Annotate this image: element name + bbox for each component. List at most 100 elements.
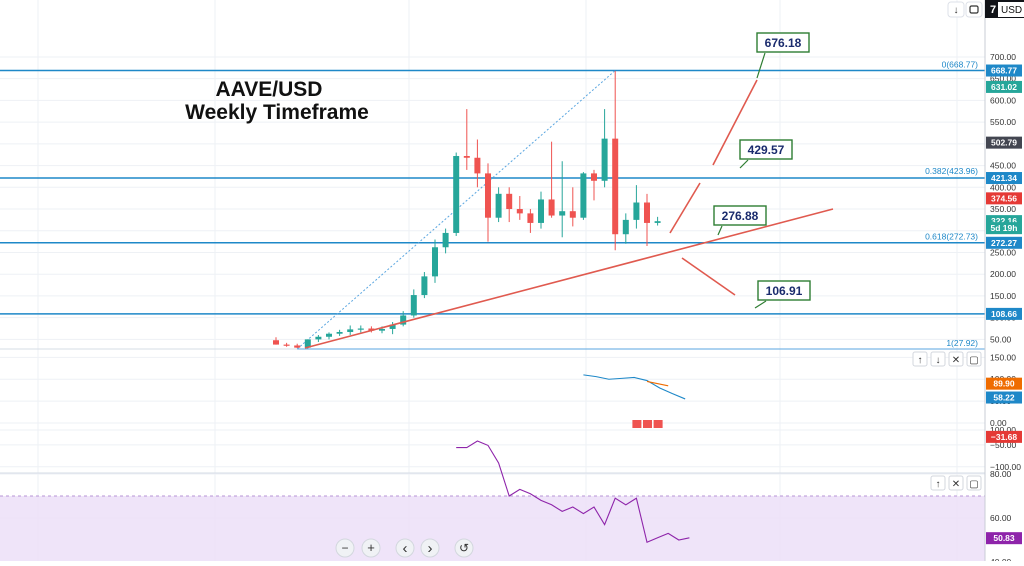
price-axis-tick: −100.00 (990, 462, 1021, 472)
restore-icon[interactable] (965, 1, 983, 18)
candle-body (379, 328, 385, 331)
arrow-up-glyph: ↑ (936, 479, 941, 490)
candle-body (283, 344, 290, 346)
price-badge-label: 272.27 (991, 238, 1017, 248)
price-badge-label: 50.83 (993, 533, 1015, 543)
price-scale-bg[interactable] (985, 0, 1024, 561)
zoom-in-icon[interactable] (361, 538, 381, 558)
candle-body (548, 199, 555, 216)
candle-body (495, 193, 502, 218)
callout-pointer (717, 225, 723, 236)
candle-body (538, 199, 544, 223)
chevron-right-icon[interactable] (420, 538, 440, 558)
callout-value: 676.18 (765, 36, 802, 50)
chevron-left-icon[interactable] (395, 538, 415, 558)
candle-body (453, 156, 460, 233)
price-axis-tick: 80.00 (990, 469, 1012, 479)
price-badge (986, 307, 1022, 320)
price-axis-tick: 200.00 (990, 269, 1016, 279)
close-glyph: ✕ (952, 355, 960, 366)
candle-body (410, 295, 417, 316)
close-glyph: ✕ (952, 479, 960, 490)
fib-labels: 0(668.77) 0.382(423.96) 0.618(272.73) 1(27.… (925, 60, 978, 348)
arrow-up-icon[interactable] (912, 351, 928, 367)
arrow-down-glyph: ↓ (936, 355, 941, 366)
callout-value: 106.91 (766, 284, 803, 298)
arrow-down-icon[interactable] (930, 351, 946, 367)
price-badge (986, 532, 1022, 545)
ticker-suffix: 7 (990, 4, 996, 16)
callout-pointer (756, 52, 766, 79)
fib-label: 0(668.77) (942, 60, 979, 70)
projection-line-1 (669, 182, 701, 234)
price-badge-label: 5d 19h (991, 223, 1018, 233)
arrow-down-icon[interactable] (947, 1, 965, 18)
price-axis-tick: 50.00 (990, 334, 1012, 344)
candle-body (463, 156, 470, 158)
navigation-toolbar: − + ‹ › ↺ (335, 538, 474, 558)
price-badge (986, 222, 1022, 235)
price-badge (986, 192, 1022, 205)
candle-body (591, 173, 597, 181)
reset-glyph: ↺ (459, 541, 469, 555)
zoom-out-glyph: − (341, 541, 348, 555)
price-badge-label: 668.77 (991, 66, 1017, 76)
rsi-panel (456, 440, 690, 543)
price-badge (986, 64, 1022, 77)
horizontal-levels (0, 69, 985, 315)
close-icon[interactable] (948, 351, 964, 367)
callout-value: 429.57 (748, 143, 785, 157)
candle-body (559, 211, 566, 216)
price-callouts: 676.18 429.57 276.88 106.91 (713, 32, 811, 309)
candle-body (644, 202, 650, 223)
rsi-series-line (456, 440, 690, 543)
price-badge (986, 430, 1022, 443)
price-badge-label: 108.66 (991, 309, 1017, 319)
price-badge (986, 391, 1022, 404)
price-axis-tick: 700.00 (990, 52, 1016, 62)
arrow-down-glyph: ↓ (954, 5, 959, 16)
candle-body (304, 339, 311, 348)
candles (273, 70, 661, 349)
price-badge (986, 377, 1022, 390)
macd-histogram-bar (653, 420, 663, 429)
macd-series-line (583, 374, 686, 400)
candle-body (357, 328, 364, 330)
price-badge-label: 322.16 (991, 216, 1017, 226)
candle-body (633, 202, 640, 220)
maximize-icon[interactable] (966, 475, 982, 491)
candle-body (389, 324, 396, 329)
callout-pointer (739, 159, 749, 169)
chevron-left-glyph: ‹ (403, 540, 408, 557)
candle-body (506, 193, 513, 210)
maximize-glyph: ▢ (969, 355, 978, 366)
price-axis-tick: 350.00 (990, 204, 1016, 214)
price-axis-tick: 0.00 (990, 418, 1007, 428)
projection-line-3 (681, 257, 736, 296)
macd-histogram-bar (643, 420, 652, 429)
projection-line-2 (712, 79, 758, 166)
candle-body (580, 173, 587, 218)
maximize-icon[interactable] (966, 351, 982, 367)
price-badge (986, 172, 1022, 185)
price-badge-label: 502.79 (991, 138, 1017, 148)
candle-body (432, 247, 438, 277)
price-axis-tick: 40.00 (990, 557, 1012, 561)
close-icon[interactable] (948, 475, 964, 491)
price-axis-tick: 100.00 (990, 425, 1016, 435)
arrow-up-icon[interactable] (930, 475, 946, 491)
callout-value: 276.88 (722, 209, 759, 223)
zoom-out-icon[interactable] (335, 538, 355, 558)
price-axis-tick: 400.00 (990, 182, 1016, 192)
rsi-band (0, 496, 985, 562)
callout-box (757, 280, 811, 301)
currency-label: USD (1001, 5, 1022, 16)
pane-controls: ↑ ↓ ✕ ▢ ↑ ✕ ▢ (912, 351, 982, 491)
chevron-right-glyph: › (428, 540, 433, 557)
reset-icon[interactable] (454, 538, 474, 558)
candle-body (474, 157, 481, 174)
restore-glyph (969, 5, 979, 14)
candle-body (516, 209, 523, 214)
